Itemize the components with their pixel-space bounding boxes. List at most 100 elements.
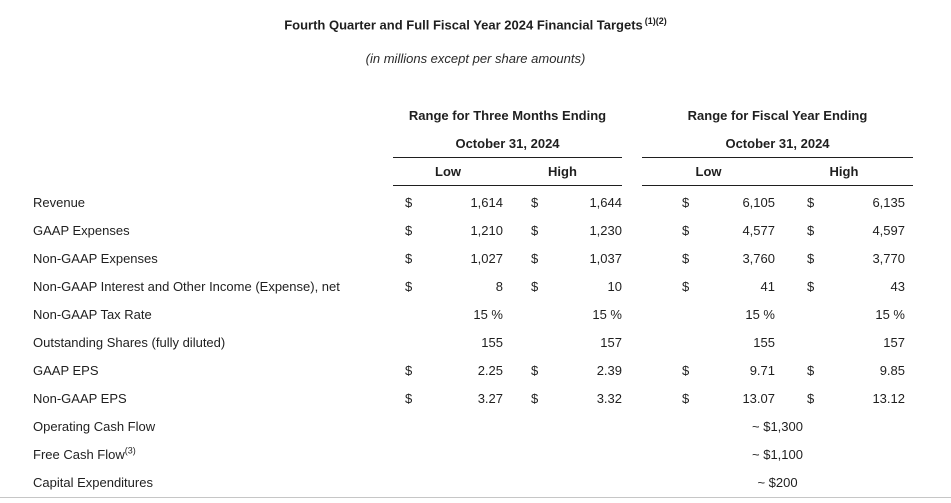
header-label-spacer: [33, 158, 393, 186]
cell-fy-high: $13.12: [807, 385, 913, 413]
cell-fy-high: $9.85: [807, 357, 913, 385]
title-footnote-superscript: (1)(2): [644, 16, 667, 26]
cell-q-low: $1,614: [393, 189, 503, 217]
dollar-sign: $: [405, 251, 413, 267]
dollar-sign: $: [405, 223, 413, 239]
table-row-capital-expenditures: Capital Expenditures ~ $200: [33, 469, 913, 497]
page-title: Fourth Quarter and Full Fiscal Year 2024…: [0, 14, 951, 32]
dollar-sign: $: [531, 391, 539, 407]
cell-q-low: $1,210: [393, 217, 503, 245]
dollar-sign: $: [682, 391, 690, 407]
dollar-sign: $: [682, 363, 690, 379]
cell-value: 155: [481, 335, 503, 351]
cell-q-high: 15 %: [531, 301, 622, 329]
cell-q-high: 157: [531, 329, 622, 357]
table-row-outstanding-shares: Outstanding Shares (fully diluted) 155 1…: [33, 329, 913, 357]
table-header-low-high-row: Low High Low High: [33, 158, 913, 187]
dollar-sign: $: [531, 363, 539, 379]
table-body: Revenue $1,614 $1,644 $6,105 $6,135 GAAP…: [33, 186, 913, 497]
dollar-sign: $: [531, 251, 539, 267]
column-group-title-fiscal-year: Range for Fiscal Year Ending: [687, 108, 868, 124]
group-gap: [622, 158, 642, 186]
cell-fy-approx-value: ~ $200: [757, 475, 798, 491]
table-row-gaap-eps: GAAP EPS $2.25 $2.39 $9.71 $9.85: [33, 357, 913, 385]
cell-value: 13.12: [872, 391, 905, 407]
row-label: Non-GAAP Interest and Other Income (Expe…: [33, 279, 340, 295]
table-row-non-gaap-expenses: Non-GAAP Expenses $1,027 $1,037 $3,760 $…: [33, 245, 913, 273]
cell-fy-high: $4,597: [807, 217, 913, 245]
row-label: Free Cash Flow(3): [33, 446, 136, 463]
dollar-sign: $: [682, 195, 690, 211]
cell-fy-high: 15 %: [807, 301, 913, 329]
cell-fy-low: $3,760: [642, 245, 775, 273]
cell-fy-low: $6,105: [642, 189, 775, 217]
cell-q-low: $8: [393, 273, 503, 301]
cell-value: 157: [600, 335, 622, 351]
cell-value: 157: [883, 335, 905, 351]
dollar-sign: $: [682, 251, 690, 267]
dollar-sign: $: [405, 391, 413, 407]
dollar-sign: [642, 329, 682, 357]
financial-targets-table: Range for Three Months Ending Range for …: [33, 102, 913, 497]
row-label: Operating Cash Flow: [33, 419, 156, 435]
cell-value: 1,644: [589, 195, 622, 211]
header-label-spacer: [33, 102, 393, 130]
cell-q-low: 155: [393, 329, 503, 357]
cell-value: 3,770: [872, 251, 905, 267]
cell-value: 1,614: [470, 195, 503, 211]
cell-q-low: $2.25: [393, 357, 503, 385]
cell-q-high: $10: [531, 273, 622, 301]
dollar-sign: $: [807, 279, 815, 295]
cell-fy-high: $3,770: [807, 245, 913, 273]
column-header-q-high: High: [548, 164, 577, 180]
cell-fy-low: $41: [642, 273, 775, 301]
cell-value: 15 %: [875, 307, 905, 323]
cell-fy-low: 155: [642, 329, 775, 357]
group-gap: [622, 102, 642, 130]
cell-fy-approx-value: ~ $1,300: [752, 419, 803, 435]
dollar-sign: $: [807, 195, 815, 211]
cell-value: 155: [753, 335, 775, 351]
cell-fy-low: $13.07: [642, 385, 775, 413]
dollar-sign: $: [807, 223, 815, 239]
footnote-superscript: (3): [124, 446, 136, 456]
cell-value: 1,027: [470, 251, 503, 267]
cell-value: 9.71: [749, 363, 775, 379]
table-row-non-gaap-eps: Non-GAAP EPS $3.27 $3.32 $13.07 $13.12: [33, 385, 913, 413]
row-label: GAAP EPS: [33, 363, 99, 379]
cell-value: 3.32: [596, 391, 622, 407]
cell-q-high: $2.39: [531, 357, 622, 385]
cell-value: 15 %: [473, 307, 503, 323]
column-header-q-low: Low: [435, 164, 461, 180]
dollar-sign: [393, 301, 405, 329]
cell-fy-low: 15 %: [642, 301, 775, 329]
cell-value: 15 %: [745, 307, 775, 323]
dollar-sign: [393, 329, 405, 357]
row-label: Non-GAAP Expenses: [33, 251, 158, 267]
column-header-fy-low: Low: [695, 164, 722, 180]
dollar-sign: $: [531, 223, 539, 239]
row-label: GAAP Expenses: [33, 223, 130, 239]
cell-q-high: $3.32: [531, 385, 622, 413]
table-row-free-cash-flow: Free Cash Flow(3) ~ $1,100: [33, 441, 913, 469]
cell-value: 10: [607, 279, 622, 295]
cell-value: 1,230: [589, 223, 622, 239]
cell-value: 6,105: [742, 195, 775, 211]
dollar-sign: $: [531, 279, 539, 295]
column-group-date-three-months: October 31, 2024: [393, 130, 622, 159]
cell-value: 3.27: [477, 391, 503, 407]
dollar-sign: $: [531, 195, 539, 211]
cell-value: 2.25: [477, 363, 503, 379]
dollar-sign: $: [405, 279, 413, 295]
column-header-fy-high: High: [829, 164, 859, 180]
cell-value: 2.39: [596, 363, 622, 379]
table-row-gaap-expenses: GAAP Expenses $1,210 $1,230 $4,577 $4,59…: [33, 217, 913, 245]
group-gap: [622, 130, 642, 158]
cell-value: 43: [890, 279, 905, 295]
table-row-non-gaap-tax-rate: Non-GAAP Tax Rate 15 % 15 % 15 % 15 %: [33, 301, 913, 329]
dollar-sign: $: [682, 223, 690, 239]
cell-q-high: $1,037: [531, 245, 622, 273]
cell-fy-high: 157: [807, 329, 913, 357]
cell-fy-high: $6,135: [807, 189, 913, 217]
cell-value: 8: [495, 279, 503, 295]
